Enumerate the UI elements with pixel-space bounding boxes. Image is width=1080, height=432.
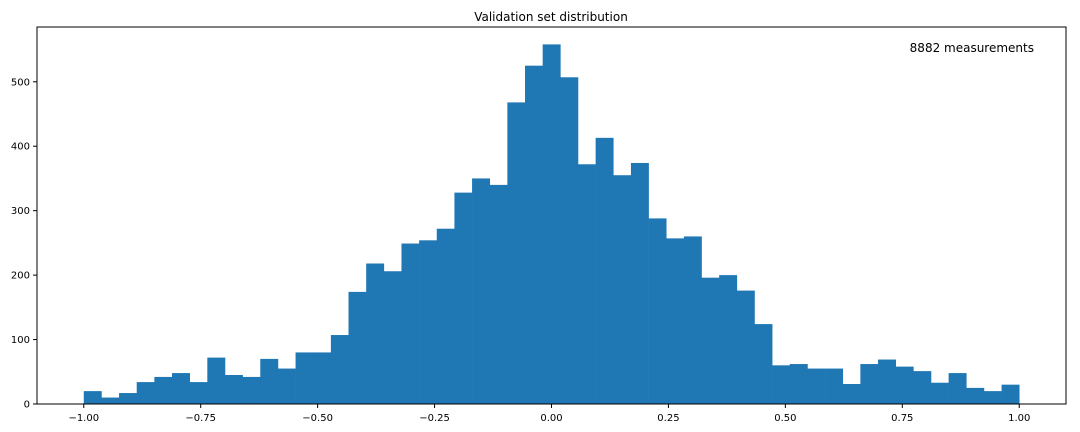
histogram-bar <box>224 375 243 404</box>
y-tick-label: 100 <box>11 335 30 346</box>
histogram-bar <box>1001 384 1020 404</box>
x-axis: −1.00 −0.75 −0.50 −0.25 0.00 0.25 0.50 0.75 1.00 <box>68 404 1030 424</box>
histogram-bar <box>683 236 702 404</box>
histogram-bar <box>348 291 367 404</box>
histogram-bar <box>207 357 226 404</box>
histogram-bar <box>83 391 102 404</box>
x-tick-label: 1.00 <box>1008 413 1030 424</box>
histogram-bar <box>860 364 879 404</box>
histogram-bar <box>895 366 914 404</box>
histogram-bar <box>948 373 967 404</box>
histogram-bar <box>666 238 685 404</box>
histogram-bar <box>983 391 1002 404</box>
x-tick-label: −0.50 <box>302 413 333 424</box>
histogram-bar <box>577 164 596 404</box>
histogram-bar <box>277 368 296 404</box>
x-tick-label: −0.25 <box>419 413 450 424</box>
histogram-bar <box>754 324 773 404</box>
histogram-bar <box>330 335 349 404</box>
histogram-bar <box>136 382 155 404</box>
histogram-bar <box>507 102 526 405</box>
histogram-bar <box>878 359 896 404</box>
y-axis: 0 100 200 300 400 500 <box>11 77 37 411</box>
x-tick-label: 0.25 <box>657 413 679 424</box>
histogram-bar <box>772 365 791 404</box>
chart-title: Validation set distribution <box>474 10 628 24</box>
y-tick-label: 300 <box>11 206 30 217</box>
histogram-bar <box>172 373 190 404</box>
histogram-bar <box>242 376 261 404</box>
histogram-bar <box>630 162 649 404</box>
x-tick-label: 0.50 <box>774 413 796 424</box>
histogram-bar <box>454 192 473 404</box>
bars-group <box>83 44 1020 405</box>
histogram-bar <box>295 352 314 404</box>
histogram-bar <box>613 175 632 404</box>
histogram-bar <box>419 240 438 404</box>
histogram-bar <box>489 184 508 404</box>
histogram-bar <box>913 371 932 404</box>
histogram-bar <box>719 275 738 404</box>
histogram-bar <box>701 277 720 404</box>
histogram-bar <box>401 243 420 404</box>
histogram-bar <box>825 368 844 404</box>
histogram-bar <box>154 376 173 404</box>
y-tick-label: 0 <box>24 400 30 411</box>
histogram-bar <box>260 358 279 404</box>
histogram-bar <box>648 218 667 404</box>
histogram-bar <box>595 137 614 404</box>
histogram-bar <box>966 387 985 404</box>
histogram-bar <box>525 65 543 405</box>
histogram-bar <box>383 271 402 404</box>
histogram-bar <box>807 368 826 404</box>
x-tick-label: −0.75 <box>185 413 216 424</box>
histogram-bar <box>736 290 755 404</box>
y-tick-label: 200 <box>11 271 30 282</box>
histogram-bar <box>542 44 561 405</box>
histogram-bar <box>560 77 579 405</box>
histogram-bar <box>842 384 861 404</box>
x-tick-label: −1.00 <box>68 413 99 424</box>
histogram-bar <box>189 382 208 404</box>
histogram-bar <box>472 178 491 404</box>
y-tick-label: 500 <box>11 77 30 88</box>
y-tick-label: 400 <box>11 142 30 153</box>
histogram-bar <box>930 382 949 404</box>
histogram-bar <box>101 397 120 404</box>
measurement-count-annotation: 8882 measurements <box>910 41 1034 55</box>
histogram-bar <box>313 352 332 404</box>
x-tick-label: 0.75 <box>891 413 913 424</box>
histogram-bar <box>119 393 138 404</box>
histogram-bar <box>789 364 808 404</box>
histogram-bar <box>366 263 385 404</box>
x-tick-label: 0.00 <box>540 413 562 424</box>
histogram-bar <box>436 228 455 404</box>
